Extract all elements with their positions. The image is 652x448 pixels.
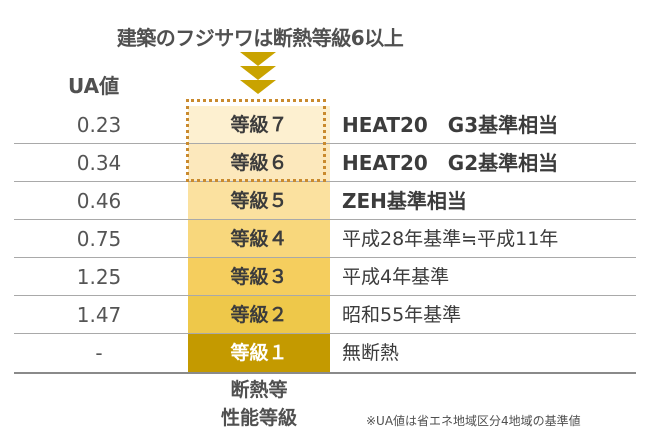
grade-cell: 等級２ [188,296,330,334]
grade-description: HEAT20 G3基準相当 [342,113,559,137]
ua-value: 0.23 [76,113,122,137]
grade-cell: 等級３ [188,258,330,296]
grade-description: HEAT20 G2基準相当 [342,151,559,175]
row-separator [14,219,636,220]
table-row: 0.75 等級４ 平成28年基準≒平成11年 [14,220,636,258]
grade-cell: 等級５ [188,182,330,220]
row-separator [14,295,636,296]
footnote: ※UA値は省エネ地域区分4地域の基準値 [366,414,581,428]
table-row: - 等級１ 無断熱 [14,334,636,372]
ua-value: 1.47 [76,303,122,327]
row-separator [14,333,636,334]
axis-label-line2: 性能等級 [220,407,297,429]
grade-cell: 等級７ [188,106,330,144]
highlight-box [186,99,326,182]
grade-description: 平成4年基準 [342,266,450,288]
table-row: 0.23 等級７ HEAT20 G3基準相当 [14,106,636,144]
grade-cell: 等級６ [188,144,330,182]
ua-value: 1.25 [76,265,122,289]
row-separator [14,257,636,258]
axis-label-line1: 断熱等 [230,379,288,401]
grade-cell: 等級１ [188,334,330,372]
down-arrow-icon [240,52,276,94]
ua-value: 0.75 [76,227,122,251]
bottom-divider [14,372,636,374]
headline: 建築のフジサワは断熱等級6以上 [116,26,404,50]
table-row: 0.46 等級５ ZEH基準相当 [14,182,636,220]
table-row: 1.25 等級３ 平成4年基準 [14,258,636,296]
grade-description: 昭和55年基準 [342,304,462,326]
grade-description: ZEH基準相当 [342,189,467,213]
ua-value: 0.34 [76,151,122,175]
grade-description: 平成28年基準≒平成11年 [342,228,559,250]
ua-value: 0.46 [76,189,122,213]
grade-cell: 等級４ [188,220,330,258]
table-row: 1.47 等級２ 昭和55年基準 [14,296,636,334]
grade-description: 無断熱 [342,342,400,364]
ua-value: - [95,341,103,365]
ua-value-header: UA値 [68,74,120,98]
